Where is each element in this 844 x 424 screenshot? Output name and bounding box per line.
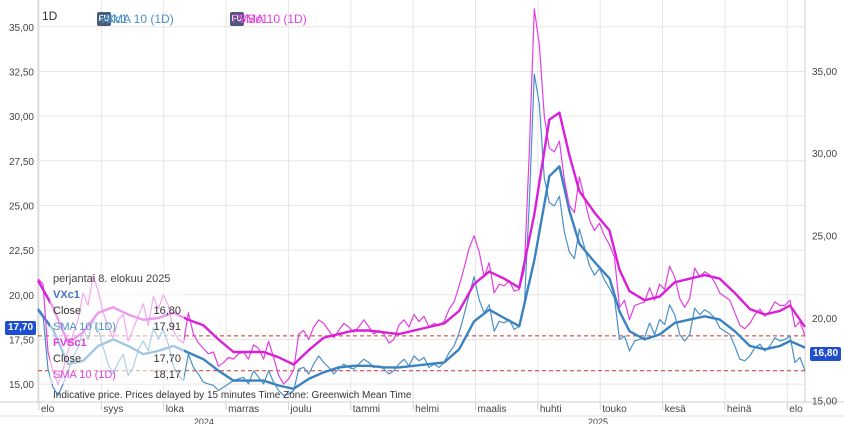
chart-legend: 1D FU VXc1 SMA 10 (1D) FU FVSc1 SMA 10 (… — [0, 6, 844, 26]
info-fvs-close-row: Close 17,70 — [53, 351, 181, 367]
right-tick-label: 35,00 — [812, 67, 837, 78]
month-label: heinä — [727, 404, 752, 415]
right-tick-label: 25,00 — [812, 232, 837, 243]
year-label: 2025 — [588, 417, 608, 424]
futures-badge-icon: FU — [230, 12, 244, 26]
info-vx-name: VXc1 — [53, 289, 80, 301]
month-label: huhti — [540, 404, 562, 415]
month-label: elo — [41, 404, 55, 415]
info-panel-backdrop — [50, 268, 184, 384]
month-label: helmi — [415, 404, 439, 415]
left-price-label: 17,70 — [5, 321, 37, 335]
info-fvs-sma-value: 18,17 — [153, 369, 181, 381]
info-vx-sma-row: SMA 10 (1D) 17,91 — [53, 319, 181, 335]
legend-fvs-symbol[interactable]: FVSc1 — [232, 12, 269, 26]
left-tick-label: 35,00 — [9, 23, 34, 34]
right-price-label: 16,80 — [810, 347, 842, 361]
legend-vx-symbol[interactable]: VXc1 — [99, 12, 128, 26]
info-vx-close-value: 16,80 — [153, 305, 181, 317]
month-label: maalis — [478, 404, 507, 415]
left-tick-label: 22,50 — [9, 246, 34, 257]
delay-note: Indicative price. Prices delayed by 15 m… — [53, 390, 412, 401]
info-vx-close-row: Close 16,80 — [53, 303, 181, 319]
info-fvs-sma-label: SMA 10 (1D) — [53, 369, 116, 381]
month-label: touko — [602, 404, 627, 415]
legend-fvs-sma[interactable]: SMA 10 (1D) — [238, 12, 307, 26]
month-label: marras — [228, 404, 259, 415]
left-tick-label: 32,50 — [9, 67, 34, 78]
info-fvs-close-value: 17,70 — [153, 353, 181, 365]
info-fvs-sma-row: SMA 10 (1D) 18,17 — [53, 367, 181, 383]
month-label: syys — [103, 404, 123, 415]
timeframe-label[interactable]: 1D — [42, 9, 58, 23]
month-label: kesä — [665, 404, 687, 415]
month-label: joulu — [289, 404, 311, 415]
info-vx-sma-label: SMA 10 (1D) — [53, 321, 116, 333]
left-tick-label: 17,50 — [9, 335, 34, 346]
info-vx-close-label: Close — [53, 305, 82, 317]
info-fvs-name: FVSc1 — [53, 337, 87, 349]
info-vx-sma-value: 17,91 — [153, 321, 181, 333]
month-label: loka — [166, 404, 185, 415]
year-label: 2024 — [194, 417, 214, 424]
month-label: elo — [789, 404, 803, 415]
left-tick-label: 15,00 — [9, 380, 34, 391]
month-label: tammi — [353, 404, 380, 415]
left-tick-label: 20,00 — [9, 291, 34, 302]
info-fvs-close-label: Close — [53, 353, 82, 365]
crosshair-info-panel: perjantai 8. elokuu 2025 VXc1 Close 16,8… — [53, 271, 181, 383]
legend-vx-sma[interactable]: SMA 10 (1D) — [105, 12, 174, 26]
right-tick-label: 15,00 — [812, 396, 837, 407]
right-tick-label: 30,00 — [812, 149, 837, 160]
left-tick-label: 27,50 — [9, 157, 34, 168]
left-tick-label: 30,00 — [9, 112, 34, 123]
right-tick-label: 20,00 — [812, 314, 837, 325]
futures-badge-icon: FU — [97, 12, 111, 26]
left-tick-label: 25,00 — [9, 201, 34, 212]
info-date: perjantai 8. elokuu 2025 — [53, 273, 171, 285]
